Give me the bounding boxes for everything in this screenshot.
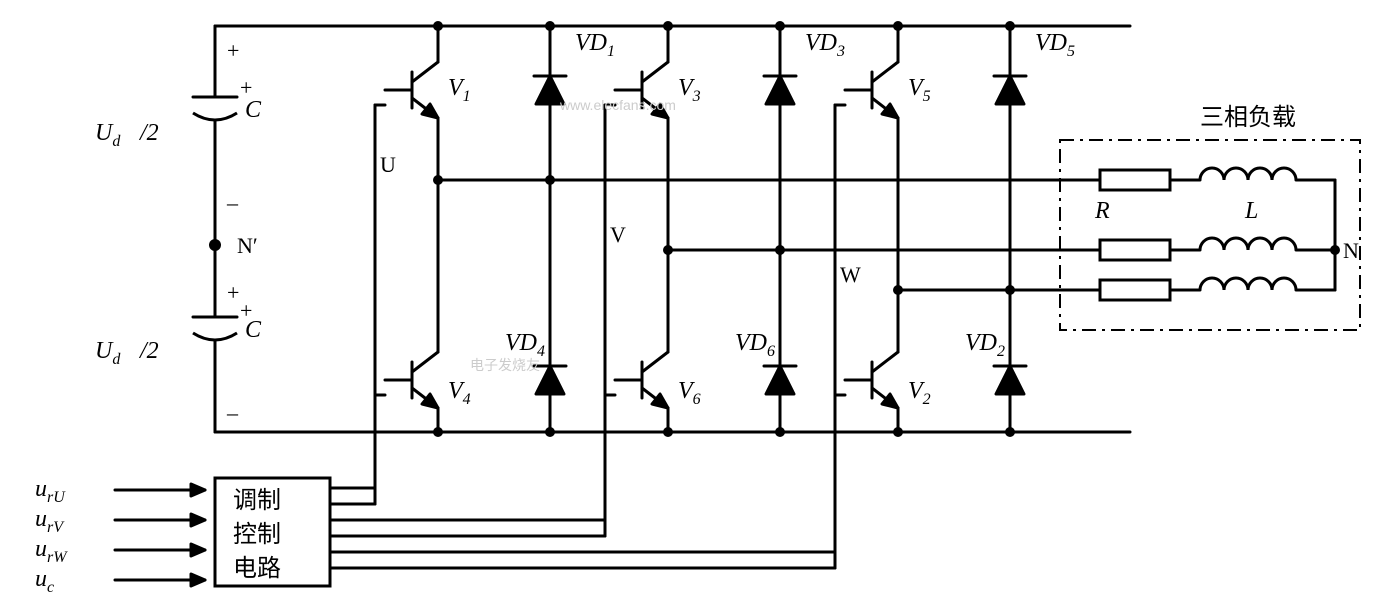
svg-text:V5: V5 xyxy=(908,75,931,105)
svg-text:N′: N′ xyxy=(237,233,258,258)
svg-text:VD5: VD5 xyxy=(1035,30,1075,60)
svg-text:V4: V4 xyxy=(448,378,471,408)
svg-text:Ud: Ud xyxy=(95,338,121,368)
svg-text:调制: 调制 xyxy=(233,487,281,514)
svg-text:C: C xyxy=(245,317,262,343)
svg-text:+: + xyxy=(227,38,239,63)
svg-text:VD6: VD6 xyxy=(735,330,775,360)
svg-text:电子发烧友: 电子发烧友 xyxy=(470,357,540,373)
svg-text:urW: urW xyxy=(35,536,68,566)
svg-text:VD3: VD3 xyxy=(805,30,845,60)
svg-text:www.elecfans.com: www.elecfans.com xyxy=(559,97,676,113)
svg-text:N: N xyxy=(1343,238,1359,263)
svg-text:C: C xyxy=(245,97,262,123)
svg-text:V1: V1 xyxy=(448,75,471,105)
svg-text:控制: 控制 xyxy=(233,521,281,548)
svg-text:R: R xyxy=(1094,198,1110,224)
svg-text:uc: uc xyxy=(35,566,54,596)
svg-text:W: W xyxy=(840,262,861,287)
svg-text:V3: V3 xyxy=(678,75,701,105)
svg-text:VD4: VD4 xyxy=(505,330,545,360)
svg-text:L: L xyxy=(1244,198,1258,224)
svg-text:V2: V2 xyxy=(908,378,931,408)
svg-text:VD1: VD1 xyxy=(575,30,615,60)
svg-text:–: – xyxy=(226,190,239,215)
svg-text:+: + xyxy=(227,280,239,305)
svg-text:urU: urU xyxy=(35,476,66,506)
svg-text:VD2: VD2 xyxy=(965,330,1005,360)
svg-text:Ud: Ud xyxy=(95,120,121,150)
svg-text:电路: 电路 xyxy=(233,555,281,582)
svg-text:/2: /2 xyxy=(138,120,159,146)
svg-text:V: V xyxy=(610,222,626,247)
svg-text:U: U xyxy=(380,152,396,177)
svg-text:V6: V6 xyxy=(678,378,701,408)
svg-text:–: – xyxy=(226,400,239,425)
svg-text:/2: /2 xyxy=(138,338,159,364)
svg-text:urV: urV xyxy=(35,506,65,536)
svg-text:三相负载: 三相负载 xyxy=(1200,104,1296,131)
